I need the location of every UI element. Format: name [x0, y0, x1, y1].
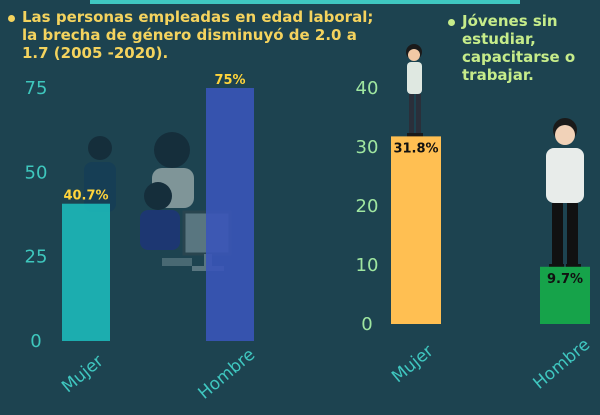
y-tick-label: 0 [30, 331, 41, 352]
man-standing-illustration [546, 118, 584, 269]
right-title-text: Jóvenes sin estudiar, capacitarse o trab… [462, 12, 576, 84]
bar-value-label: 31.8% [393, 141, 438, 156]
y-tick-label: 25 [25, 247, 48, 268]
bar-mujer [62, 203, 110, 341]
woman-standing-illustration [406, 44, 423, 137]
y-tick-label: 30 [356, 137, 379, 158]
category-label: Mujer [58, 351, 107, 397]
left-title-text: Las personas empleadas en edad laboral; … [22, 8, 374, 62]
category-label: Hombre [529, 335, 594, 394]
bar-value-label: 75% [214, 73, 245, 88]
right-chart-title: Jóvenes sin estudiar, capacitarse o trab… [448, 12, 592, 84]
y-tick-label: 40 [356, 78, 379, 99]
illustrations [84, 44, 584, 271]
bullet-dot-icon [448, 19, 455, 26]
category-label: Mujer [388, 341, 437, 387]
y-tick-label: 50 [25, 162, 48, 183]
y-tick-label: 75 [25, 78, 48, 99]
y-tick-label: 20 [356, 196, 379, 217]
bullet-dot-icon [8, 15, 15, 22]
y-tick-label: 0 [361, 314, 372, 335]
bar-hombre [206, 88, 254, 341]
bar-value-label: 40.7% [63, 189, 108, 204]
top-accent-bar [90, 0, 520, 4]
y-tick-label: 10 [356, 255, 379, 276]
left-chart-title: Las personas empleadas en edad laboral; … [8, 8, 382, 62]
bar-value-label: 9.7% [547, 272, 583, 287]
bar-hombre [540, 266, 590, 324]
category-label: Hombre [194, 345, 259, 404]
bar-mujer [391, 136, 441, 324]
